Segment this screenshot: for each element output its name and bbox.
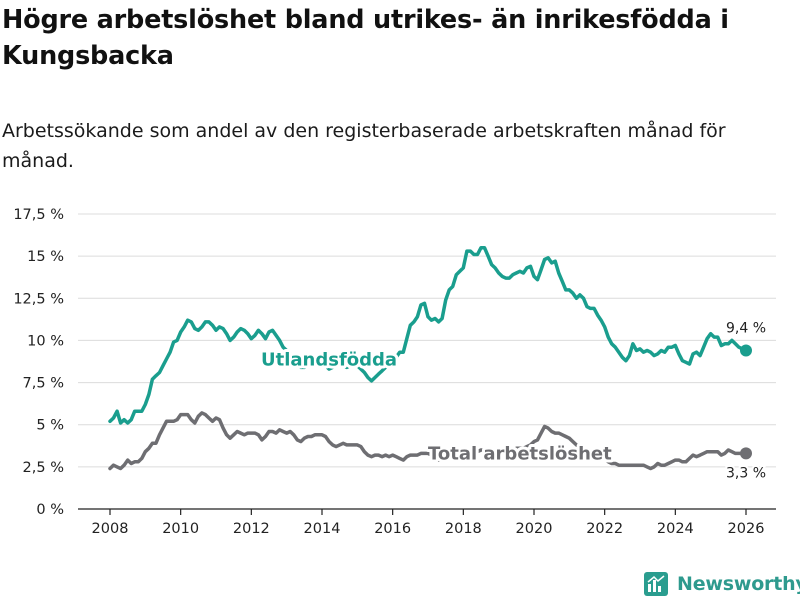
series-label-utlandsfodda: Utlandsfödda bbox=[261, 349, 397, 370]
y-axis-tick-labels: 0 % 2,5 % 5 % 7,5 % 10 % 12,5 % 15 % 17,5 % bbox=[13, 207, 64, 518]
x-tick-label: 2016 bbox=[374, 521, 411, 537]
y-tick-label: 12,5 % bbox=[13, 291, 64, 307]
end-marker-total-arbetsloshet bbox=[740, 447, 752, 460]
x-tick-label: 2024 bbox=[657, 521, 694, 537]
brand-name: Newsworthy bbox=[677, 573, 800, 595]
series-labels: Utlandsfödda Total arbetslöshet 9,4 % 3,3 % bbox=[258, 319, 768, 484]
y-tick-label: 0 % bbox=[36, 502, 64, 518]
x-tick-label: 2008 bbox=[92, 521, 129, 537]
x-tick-label: 2020 bbox=[516, 521, 553, 537]
bar-chart-logo-icon bbox=[644, 572, 668, 596]
end-marker-utlandsfodda bbox=[740, 344, 752, 357]
gridlines bbox=[78, 213, 776, 468]
series-label-total-arbetsloshet: Total arbetslöshet bbox=[428, 444, 612, 465]
y-tick-label: 5 % bbox=[36, 418, 64, 434]
y-tick-label: 17,5 % bbox=[13, 207, 64, 223]
end-value-label-utlandsfodda: 9,4 % bbox=[726, 321, 766, 337]
y-tick-label: 10 % bbox=[27, 333, 64, 349]
y-tick-label: 2,5 % bbox=[23, 460, 64, 476]
x-tick-label: 2026 bbox=[728, 521, 765, 537]
chart-subtitle: Arbetssökande som andel av den registerb… bbox=[2, 120, 726, 172]
x-tick-label: 2010 bbox=[162, 521, 199, 537]
x-tick-label: 2022 bbox=[586, 521, 623, 537]
x-tick-label: 2012 bbox=[233, 521, 270, 537]
chart-title: Högre arbetslöshet bland utrikes- än inr… bbox=[2, 5, 729, 71]
x-axis: 2008 2010 2012 2014 2016 2018 2020 2022 2024 2026 bbox=[78, 508, 776, 537]
newsworthy-logo: Newsworthy bbox=[644, 569, 800, 599]
series-lines bbox=[108, 245, 752, 471]
x-tick-label: 2018 bbox=[445, 521, 482, 537]
end-value-label-total-arbetsloshet: 3,3 % bbox=[726, 465, 766, 481]
series-line-utlandsfodda bbox=[108, 245, 748, 425]
series-line-total-arbetsloshet bbox=[108, 411, 748, 471]
y-tick-label: 7,5 % bbox=[23, 376, 64, 392]
x-tick-label: 2014 bbox=[304, 521, 341, 537]
y-tick-label: 15 % bbox=[27, 249, 64, 265]
